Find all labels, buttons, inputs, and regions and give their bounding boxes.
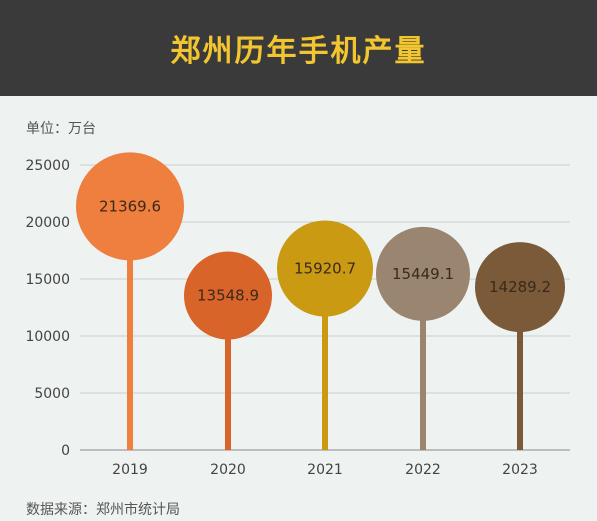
y-tick-label: 5000 bbox=[34, 386, 70, 402]
lollipop-stem bbox=[517, 287, 523, 450]
y-tick-label: 0 bbox=[61, 443, 70, 459]
lollipop-head bbox=[277, 220, 373, 317]
value-label: 15920.7 bbox=[294, 260, 356, 278]
x-tick-label: 2019 bbox=[112, 462, 148, 478]
x-tick-label: 2021 bbox=[307, 462, 343, 478]
source-label: 数据来源：郑州市统计局 bbox=[26, 502, 180, 518]
value-label: 14289.2 bbox=[489, 278, 551, 296]
x-tick-label: 2023 bbox=[502, 462, 538, 478]
x-tick-label: 2022 bbox=[405, 462, 441, 478]
y-tick-label: 20000 bbox=[25, 215, 70, 231]
lollipop-head bbox=[376, 226, 470, 321]
value-label: 21369.6 bbox=[99, 197, 161, 215]
lollipop-head bbox=[76, 152, 184, 261]
lollipop-stem bbox=[127, 206, 133, 450]
value-label: 13548.9 bbox=[197, 287, 259, 305]
value-label: 15449.1 bbox=[392, 265, 454, 283]
header-bar: 郑州历年手机产量 bbox=[0, 0, 597, 96]
y-tick-label: 10000 bbox=[25, 329, 70, 345]
unit-label: 单位：万台 bbox=[26, 121, 96, 137]
y-tick-label: 15000 bbox=[25, 272, 70, 288]
lollipop-stem bbox=[322, 268, 328, 450]
lollipop-stem bbox=[420, 273, 426, 450]
y-tick-label: 25000 bbox=[25, 158, 70, 174]
lollipop-head bbox=[184, 251, 272, 340]
x-tick-label: 2020 bbox=[210, 462, 246, 478]
lollipop-head bbox=[475, 242, 565, 333]
chart-title: 郑州历年手机产量 bbox=[170, 34, 427, 69]
lollipop-stem bbox=[225, 295, 231, 450]
